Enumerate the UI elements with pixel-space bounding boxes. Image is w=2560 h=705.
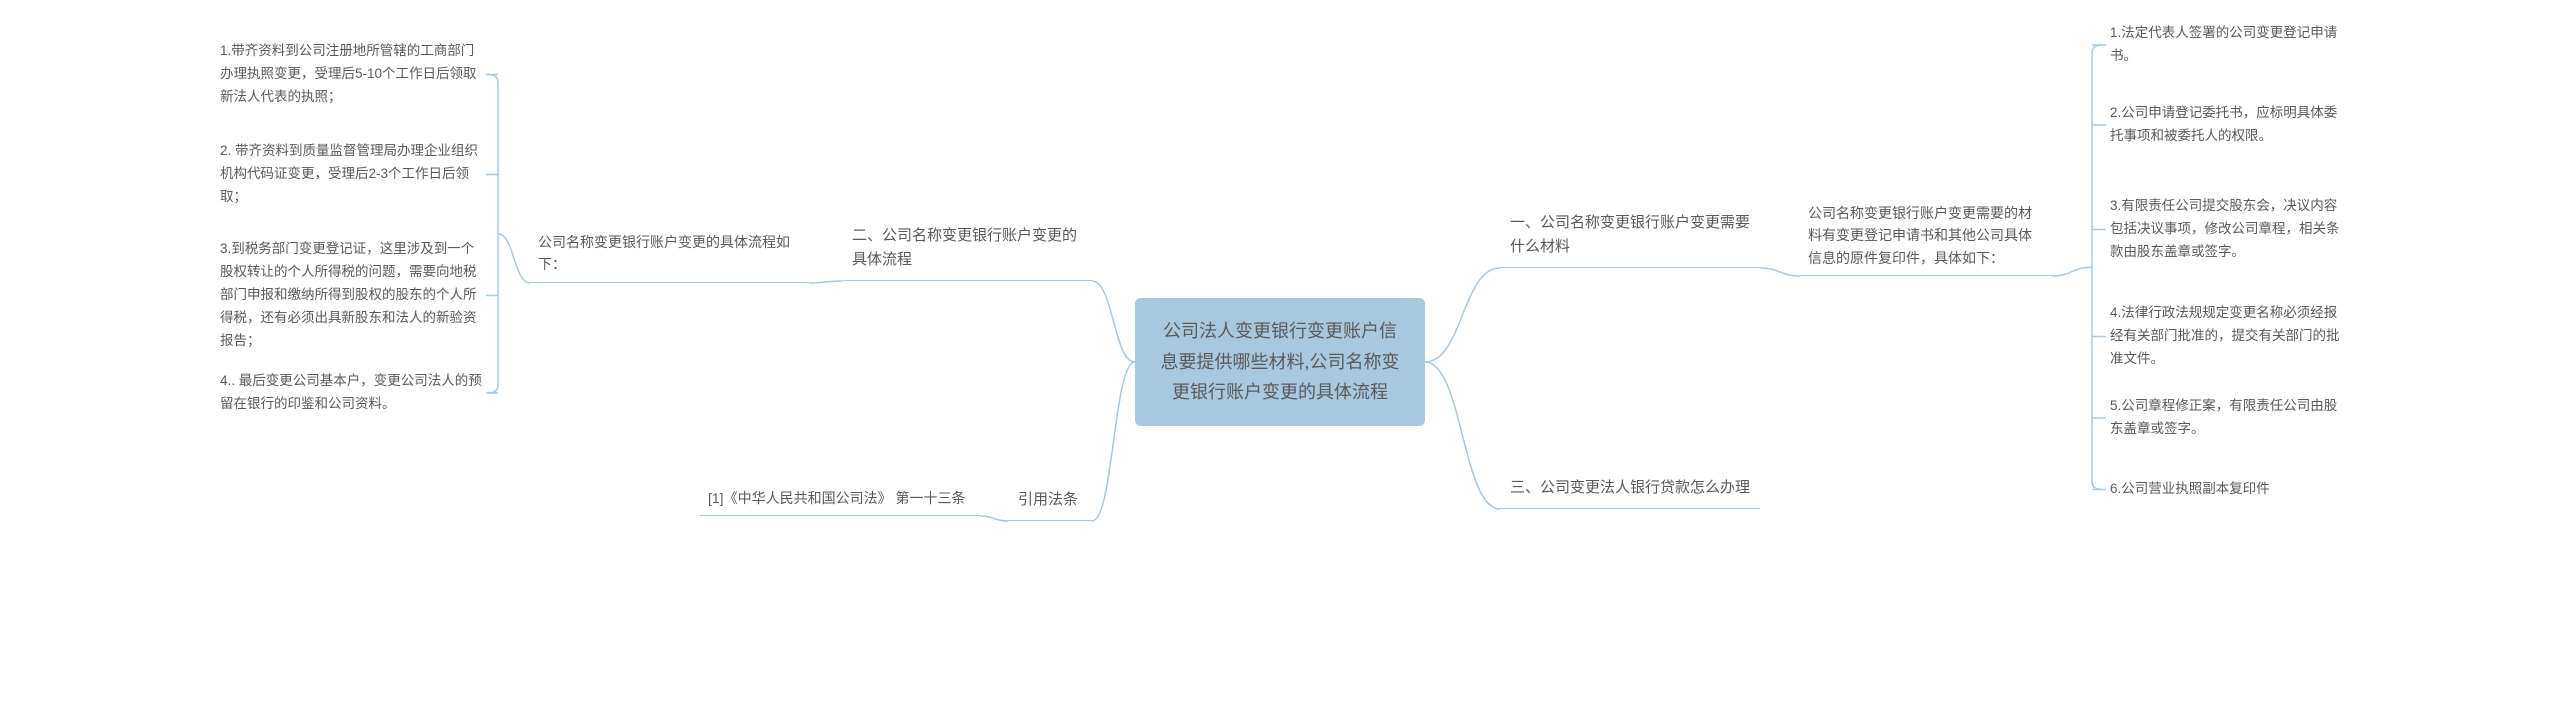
sub-l1: 公司名称变更银行账户变更的具体流程如下： [530,227,810,283]
leaf-r1-1: 2.公司申请登记委托书，应标明具体委托事项和被委托人的权限。 [2110,102,2342,148]
leaf-l1-2: 3.到税务部门变更登记证，这里涉及到一个股权转让的个人所得税的问题，需要向地税部… [220,238,482,353]
leaf-l1-0: 1.带齐资料到公司注册地所管辖的工商部门办理执照变更，受理后5-10个工作日后领… [220,40,482,109]
leaf-l1-3: 4.. 最后变更公司基本户，变更公司法人的预留在银行的印鉴和公司资料。 [220,370,482,416]
sub-r1: 公司名称变更银行账户变更需要的材料有变更登记申请书和其他公司具体信息的原件复印件… [1800,198,2052,276]
leaf-r1-5: 6.公司营业执照副本复印件 [2110,478,2342,501]
sub-l2: [1]《中华人民共和国公司法》 第一十三条 [700,483,980,516]
branch-l1: 二、公司名称变更银行账户变更的具体流程 [842,218,1092,281]
center-node: 公司法人变更银行变更账户信息要提供哪些材料,公司名称变更银行账户变更的具体流程 [1135,298,1425,426]
leaf-r1-0: 1.法定代表人签署的公司变更登记申请书。 [2110,22,2342,68]
branch-r1: 一、公司名称变更银行账户变更需要什么材料 [1500,205,1760,268]
leaf-r1-4: 5.公司章程修正案，有限责任公司由股东盖章或签字。 [2110,395,2342,441]
branch-r2: 三、公司变更法人银行贷款怎么办理 [1500,470,1760,509]
leaf-l1-1: 2. 带齐资料到质量监督管理局办理企业组织机构代码证变更，受理后2-3个工作日后… [220,140,482,209]
branch-l2: 引用法条 [1008,482,1092,521]
leaf-r1-3: 4.法律行政法规规定变更名称必须经报经有关部门批准的，提交有关部门的批准文件。 [2110,302,2342,371]
leaf-r1-2: 3.有限责任公司提交股东会，决议内容包括决议事项，修改公司章程，相关条款由股东盖… [2110,195,2342,264]
